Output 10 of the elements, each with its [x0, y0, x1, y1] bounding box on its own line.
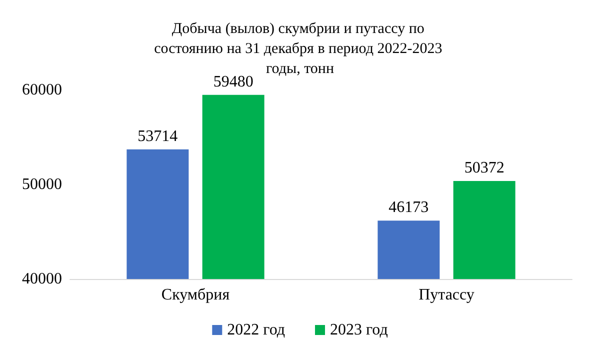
y-tick-label: 60000 — [22, 82, 62, 98]
x-tick-label: Путассу — [418, 286, 474, 304]
data-label: 53714 — [138, 128, 178, 145]
legend-label: 2022 год — [227, 322, 285, 338]
data-label: 46173 — [388, 199, 429, 216]
x-tick-label: Скумбрия — [161, 286, 230, 304]
legend-label: 2023 год — [330, 322, 388, 338]
y-tick-label: 40000 — [22, 270, 62, 288]
data-label: 50372 — [464, 159, 504, 176]
y-tick-label: 50000 — [22, 176, 62, 193]
